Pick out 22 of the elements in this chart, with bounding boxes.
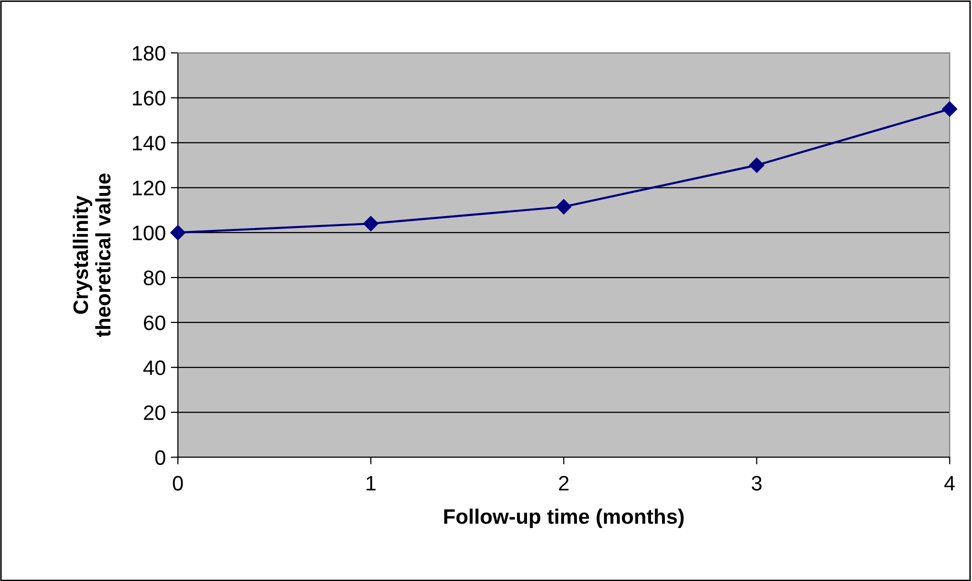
point <box>170 225 186 240</box>
point <box>363 216 378 232</box>
point <box>749 158 764 173</box>
y-tick-label: 160 <box>132 90 166 106</box>
x-tick-label: 1 <box>366 476 376 490</box>
point <box>942 101 958 117</box>
y-tick-label: 0 <box>155 450 166 465</box>
x-tick-label: 2 <box>559 476 569 490</box>
y-tick-label: 140 <box>132 136 166 150</box>
x-tick-label: 3 <box>752 476 762 491</box>
y-tick-label: 20 <box>144 405 166 420</box>
y-tick-label: 80 <box>144 270 166 286</box>
x-tick-label: 0 <box>172 476 183 491</box>
x-axis-title: Follow-up time (months) <box>444 508 684 528</box>
y-tick-label: 180 <box>132 46 166 61</box>
y-tick-label: 120 <box>132 180 166 196</box>
y-tick-label: 40 <box>143 360 166 376</box>
y-tick-label: 100 <box>132 226 166 240</box>
x-tick-label: 4 <box>944 476 955 490</box>
point <box>556 199 572 214</box>
y-axis-title: Crystallinity theoretical value <box>72 174 111 338</box>
y-tick-label: 60 <box>144 315 166 330</box>
